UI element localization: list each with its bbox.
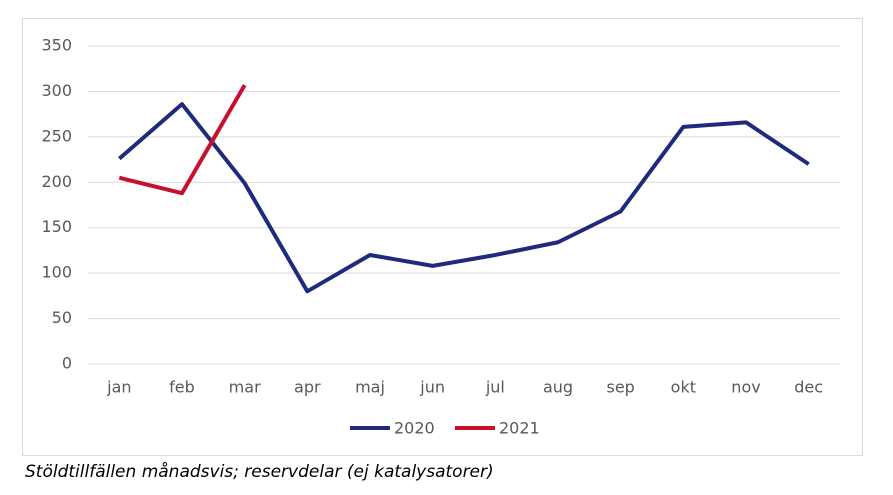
x-tick-label: apr bbox=[294, 378, 321, 397]
x-tick-label: jan bbox=[106, 378, 131, 397]
series-line bbox=[118, 102, 810, 294]
series-line bbox=[118, 84, 247, 196]
y-tick-label: 300 bbox=[41, 81, 72, 100]
y-tick-label: 200 bbox=[41, 172, 72, 191]
x-tick-label: sep bbox=[606, 378, 634, 397]
x-tick-label: okt bbox=[671, 378, 696, 397]
x-tick-label: mar bbox=[229, 378, 261, 397]
x-tick-label: feb bbox=[169, 378, 195, 397]
legend-label: 2020 bbox=[394, 419, 435, 438]
y-tick-label: 150 bbox=[41, 217, 72, 236]
x-tick-label: nov bbox=[731, 378, 760, 397]
y-tick-label: 0 bbox=[62, 354, 72, 373]
y-tick-label: 100 bbox=[41, 263, 72, 282]
y-tick-label: 50 bbox=[52, 308, 72, 327]
x-tick-label: dec bbox=[794, 378, 823, 397]
x-tick-label: maj bbox=[355, 378, 385, 397]
y-tick-label: 350 bbox=[41, 36, 72, 55]
x-tick-label: aug bbox=[543, 378, 573, 397]
x-tick-label: jul bbox=[485, 378, 505, 397]
y-tick-label: 250 bbox=[41, 126, 72, 145]
x-tick-label: jun bbox=[419, 378, 445, 397]
caption: Stöldtillfällen månadsvis; reservdelar (… bbox=[25, 461, 494, 482]
legend-label: 2021 bbox=[499, 419, 540, 438]
